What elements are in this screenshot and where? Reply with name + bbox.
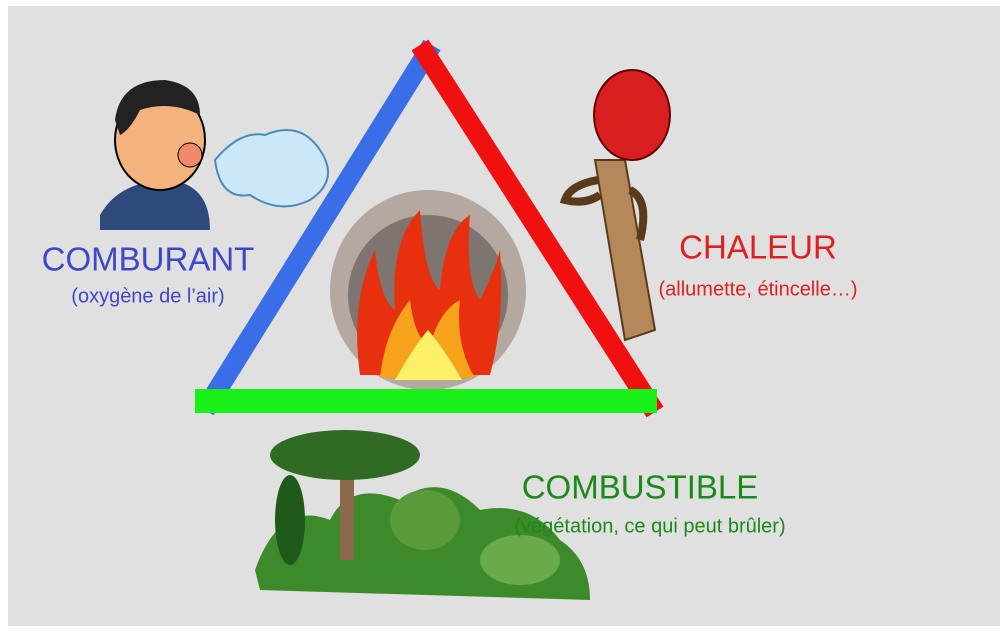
combustible-subtitle: (végétation, ce qui peut brûler) [514, 515, 785, 537]
combustible-side [195, 389, 657, 413]
fire-illustration [330, 190, 526, 390]
comburant-subtitle: (oxygène de l’air) [71, 285, 224, 307]
chaleur-title: CHALEUR [679, 229, 837, 266]
page: COMBURANT (oxygène de l’air) CHALEUR (al… [0, 0, 1006, 633]
combustible-title: COMBUSTIBLE [522, 469, 759, 506]
chaleur-subtitle: (allumette, étincelle…) [659, 278, 858, 300]
fire-triangle-diagram: COMBURANT (oxygène de l’air) CHALEUR (al… [0, 0, 1006, 633]
comburant-title: COMBURANT [42, 241, 255, 278]
